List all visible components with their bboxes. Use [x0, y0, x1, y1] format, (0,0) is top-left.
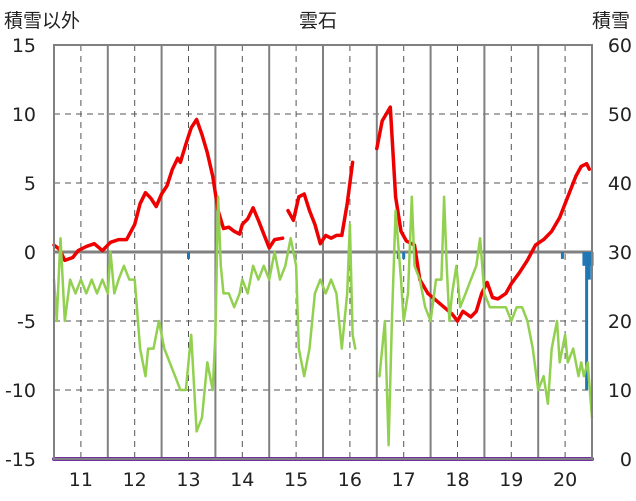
series-line-red [286, 160, 355, 246]
right-tick-label: 50 [608, 104, 632, 126]
right-tick-label: 40 [608, 173, 632, 195]
series-line-red [52, 117, 285, 263]
left-tick-label: 5 [24, 173, 36, 195]
x-tick-label: 19 [499, 469, 523, 491]
right-tick-label: 30 [608, 242, 632, 264]
snow-bar [585, 252, 589, 390]
grid [54, 45, 592, 459]
left-tick-label: -5 [17, 311, 36, 333]
right-tick-label: 0 [620, 449, 632, 471]
series-line-green [378, 195, 594, 447]
left-tick-label: 15 [12, 35, 36, 57]
x-tick-label: 11 [69, 469, 93, 491]
x-tick-label: 16 [338, 469, 362, 491]
x-tick-label: 15 [284, 469, 308, 491]
right-tick-label: 10 [608, 380, 632, 402]
snow-bar [402, 252, 406, 259]
left-tick-label: 10 [12, 104, 36, 126]
chart-title: 雲石 [299, 10, 337, 32]
snow-bar [560, 252, 564, 259]
left-tick-label: -15 [5, 449, 36, 471]
left-axis-label: 積雪以外 [4, 10, 80, 32]
x-tick-label: 20 [553, 469, 577, 491]
x-tick-label: 17 [392, 469, 416, 491]
snow-bar [187, 252, 190, 259]
snow-bar [582, 252, 586, 266]
right-tick-label: 20 [608, 311, 632, 333]
series-line-green [52, 195, 357, 433]
x-tick-label: 13 [176, 469, 200, 491]
snow-bar [587, 252, 591, 280]
x-tick-label: 18 [445, 469, 469, 491]
left-tick-label: 0 [24, 242, 36, 264]
x-tick-label: 12 [123, 469, 147, 491]
left-tick-label: -10 [5, 380, 36, 402]
right-axis-label: 積雪 [592, 10, 630, 32]
plot-border [53, 44, 593, 460]
x-tick-label: 14 [230, 469, 254, 491]
right-tick-label: 60 [608, 35, 632, 57]
series-lines [52, 105, 594, 461]
